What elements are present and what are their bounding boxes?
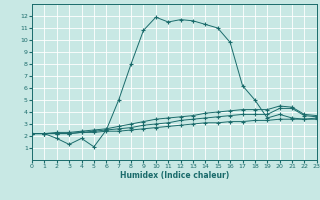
X-axis label: Humidex (Indice chaleur): Humidex (Indice chaleur) (120, 171, 229, 180)
